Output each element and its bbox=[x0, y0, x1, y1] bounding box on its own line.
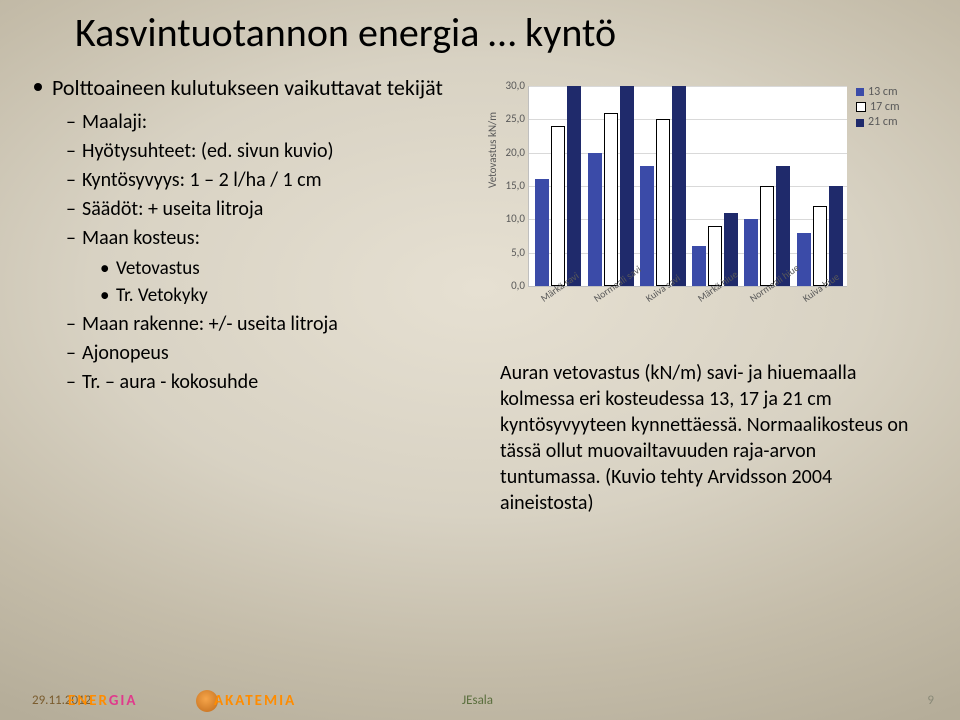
bar bbox=[640, 166, 654, 286]
bar bbox=[588, 153, 602, 286]
bar bbox=[567, 86, 581, 286]
sub2-item: Tr. Vetokyky bbox=[100, 282, 474, 310]
legend-label: 17 cm bbox=[870, 100, 900, 114]
bar bbox=[535, 179, 549, 286]
sub-item: Hyötysuhteet: (ed. sivun kuvio) bbox=[66, 137, 474, 166]
logo-energia: ENERGIA bbox=[68, 692, 138, 710]
page-title: Kasvintuotannon energia … kyntö bbox=[75, 8, 616, 57]
y-tick-label: 20,0 bbox=[495, 146, 525, 159]
sub-item: Maan rakenne: +/- useita litroja bbox=[66, 310, 474, 339]
legend-label: 13 cm bbox=[868, 85, 898, 99]
bar bbox=[760, 186, 774, 286]
y-tick-label: 10,0 bbox=[495, 212, 525, 225]
bar bbox=[551, 126, 565, 286]
y-tick-label: 25,0 bbox=[495, 112, 525, 125]
legend-swatch bbox=[856, 119, 864, 127]
logo-part-b: GIA bbox=[109, 692, 138, 710]
y-tick-label: 15,0 bbox=[495, 179, 525, 192]
sub-item: Tr. – aura - kokosuhde bbox=[66, 368, 474, 397]
footer-page-number: 9 bbox=[927, 693, 934, 708]
y-tick-label: 5,0 bbox=[495, 246, 525, 259]
legend-swatch bbox=[856, 102, 866, 112]
sub-item: Maalaji: bbox=[66, 108, 474, 137]
sub-list: Maalaji: Hyötysuhteet: (ed. sivun kuvio)… bbox=[66, 108, 474, 397]
bar bbox=[797, 233, 811, 286]
logo-akatemia: AKATEMIA bbox=[214, 692, 296, 710]
bar bbox=[744, 219, 758, 286]
y-tick-label: 0,0 bbox=[495, 279, 525, 292]
bar-chart: Vetovastus kN/m 13 cm17 cm21 cm 0,05,010… bbox=[488, 78, 928, 338]
bar bbox=[692, 246, 706, 286]
sub2-list: Vetovastus Tr. Vetokyky bbox=[100, 255, 474, 310]
slide: Kasvintuotannon energia … kyntö Polttoai… bbox=[0, 0, 960, 720]
bullet-list: Polttoaineen kulutukseen vaikuttavat tek… bbox=[34, 74, 474, 407]
footer: 29.11.2012 ENERGIA AKATEMIA JEsala 9 bbox=[0, 676, 960, 720]
plot-area bbox=[528, 86, 847, 287]
bar bbox=[813, 206, 827, 286]
legend-swatch bbox=[856, 88, 864, 96]
bar bbox=[656, 119, 670, 286]
sub-item-text: Maan kosteus: bbox=[82, 226, 200, 250]
bullet-top-text: Polttoaineen kulutukseen vaikuttavat tek… bbox=[52, 74, 443, 101]
bar bbox=[620, 86, 634, 286]
sub-item: Kyntösyvyys: 1 – 2 l/ha / 1 cm bbox=[66, 166, 474, 195]
sub-item: Ajonopeus bbox=[66, 339, 474, 368]
chart-caption: Auran vetovastus (kN/m) savi- ja hiuemaa… bbox=[500, 360, 920, 516]
legend-label: 21 cm bbox=[868, 115, 898, 129]
logo-part-a: ENER bbox=[68, 692, 109, 710]
sub2-item: Vetovastus bbox=[100, 255, 474, 283]
legend-item: 21 cm bbox=[856, 116, 926, 129]
sub-item: Maan kosteus: Vetovastus Tr. Vetokyky bbox=[66, 224, 474, 310]
footer-author: JEsala bbox=[462, 693, 493, 708]
legend-item: 17 cm bbox=[856, 101, 926, 114]
y-tick-label: 30,0 bbox=[495, 79, 525, 92]
bullet-top: Polttoaineen kulutukseen vaikuttavat tek… bbox=[34, 74, 474, 397]
legend-item: 13 cm bbox=[856, 86, 926, 99]
bar bbox=[604, 113, 618, 286]
bar bbox=[672, 86, 686, 286]
sub-item: Säädöt: + useita litroja bbox=[66, 195, 474, 224]
legend: 13 cm17 cm21 cm bbox=[856, 86, 926, 132]
